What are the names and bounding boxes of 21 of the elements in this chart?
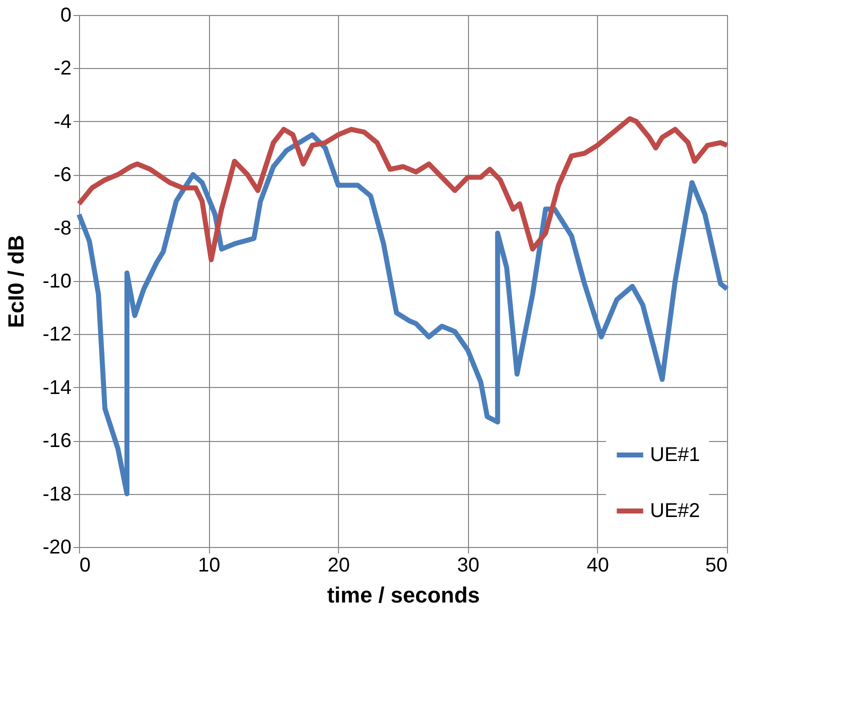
y-tick-label: -4 <box>54 110 72 133</box>
x-tick-label: 20 <box>328 554 350 576</box>
y-tick-label: -8 <box>54 217 72 240</box>
y-tick-label: -2 <box>54 58 72 80</box>
x-tick-label: 30 <box>457 554 480 576</box>
x-tick-label: 50 <box>705 554 728 576</box>
y-tick-label: -10 <box>42 270 72 292</box>
y-tick-label: -12 <box>42 324 72 346</box>
legend-label: UE#2 <box>650 500 700 522</box>
y-axis-title: EcI0 / dB <box>4 235 29 328</box>
y-tick-label: -6 <box>54 164 72 186</box>
x-tick-label: 40 <box>586 554 610 576</box>
y-tick-label: 0 <box>60 4 72 26</box>
x-tick-label: 10 <box>198 554 220 576</box>
y-tick-label: -14 <box>42 376 72 399</box>
x-tick-label: 0 <box>80 554 91 576</box>
x-axis-title: time / seconds <box>327 582 480 608</box>
legend-label: UE#1 <box>650 444 700 466</box>
y-tick-label: -18 <box>42 483 72 506</box>
y-tick-label: -20 <box>42 536 72 558</box>
y-tick-label: -16 <box>42 430 72 452</box>
